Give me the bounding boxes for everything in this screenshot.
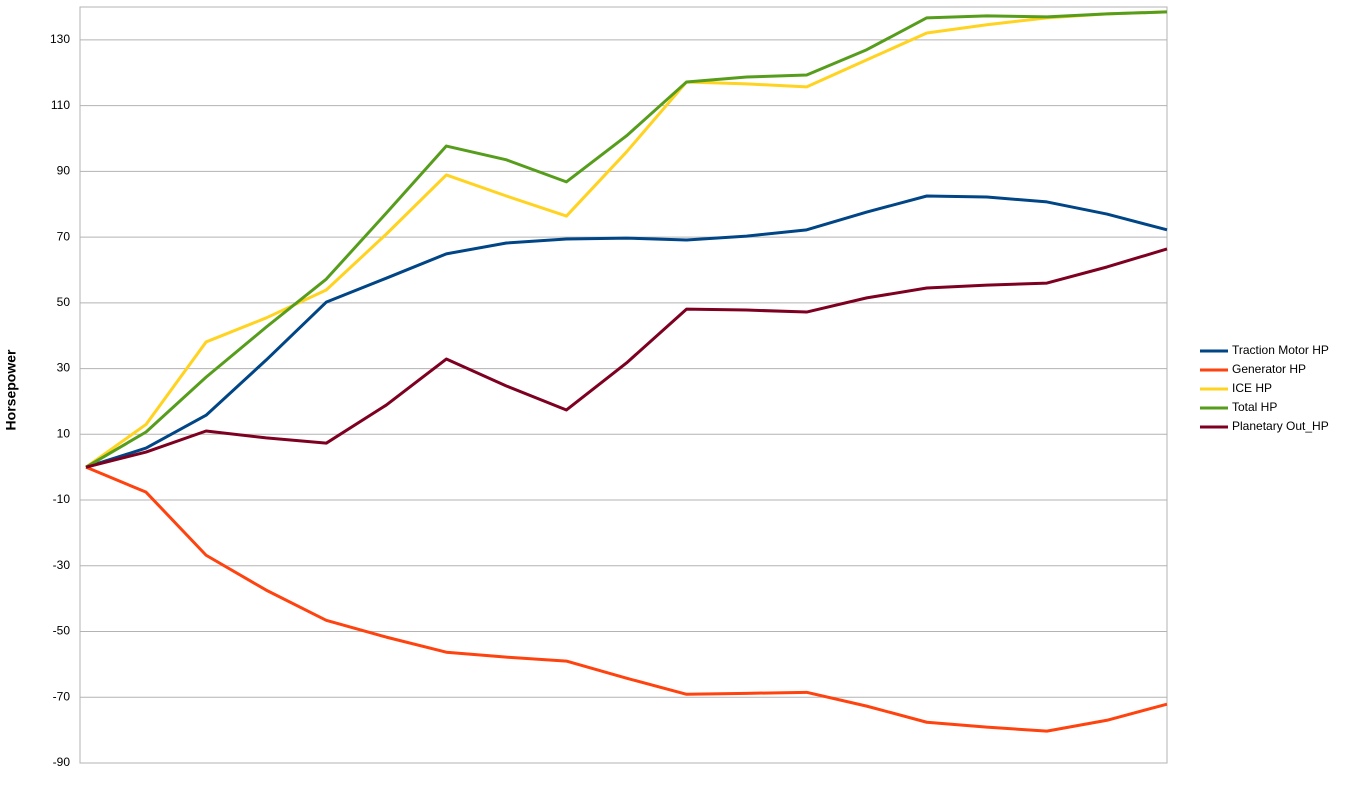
y-tick-label: -70 [53, 689, 71, 703]
y-tick-label: 110 [51, 98, 70, 112]
legend-label: Generator HP [1232, 362, 1306, 376]
legend-label: Planetary Out_HP [1232, 419, 1329, 433]
y-tick-label: 90 [57, 164, 71, 178]
legend-label: Traction Motor HP [1232, 343, 1329, 357]
y-tick-label: -90 [53, 755, 71, 769]
series-line [85, 465, 1168, 733]
legend-label: ICE HP [1232, 381, 1272, 395]
legend-label: Total HP [1232, 400, 1277, 414]
series-line [85, 247, 1168, 469]
y-tick-label: -30 [53, 558, 71, 572]
y-tick-label: -50 [53, 624, 71, 638]
series-line [85, 10, 1168, 469]
y-tick-label: 10 [57, 426, 71, 440]
plot-border [79, 6, 1168, 764]
y-axis-label: Horsepower [3, 349, 19, 430]
y-tick-label: -10 [53, 492, 71, 506]
y-tick-label: 30 [57, 361, 71, 375]
series-line [85, 194, 1168, 469]
series-line [85, 10, 1168, 469]
y-tick-label: 130 [50, 32, 70, 46]
y-tick-label: 70 [57, 229, 71, 243]
y-tick-label: 50 [57, 295, 71, 309]
